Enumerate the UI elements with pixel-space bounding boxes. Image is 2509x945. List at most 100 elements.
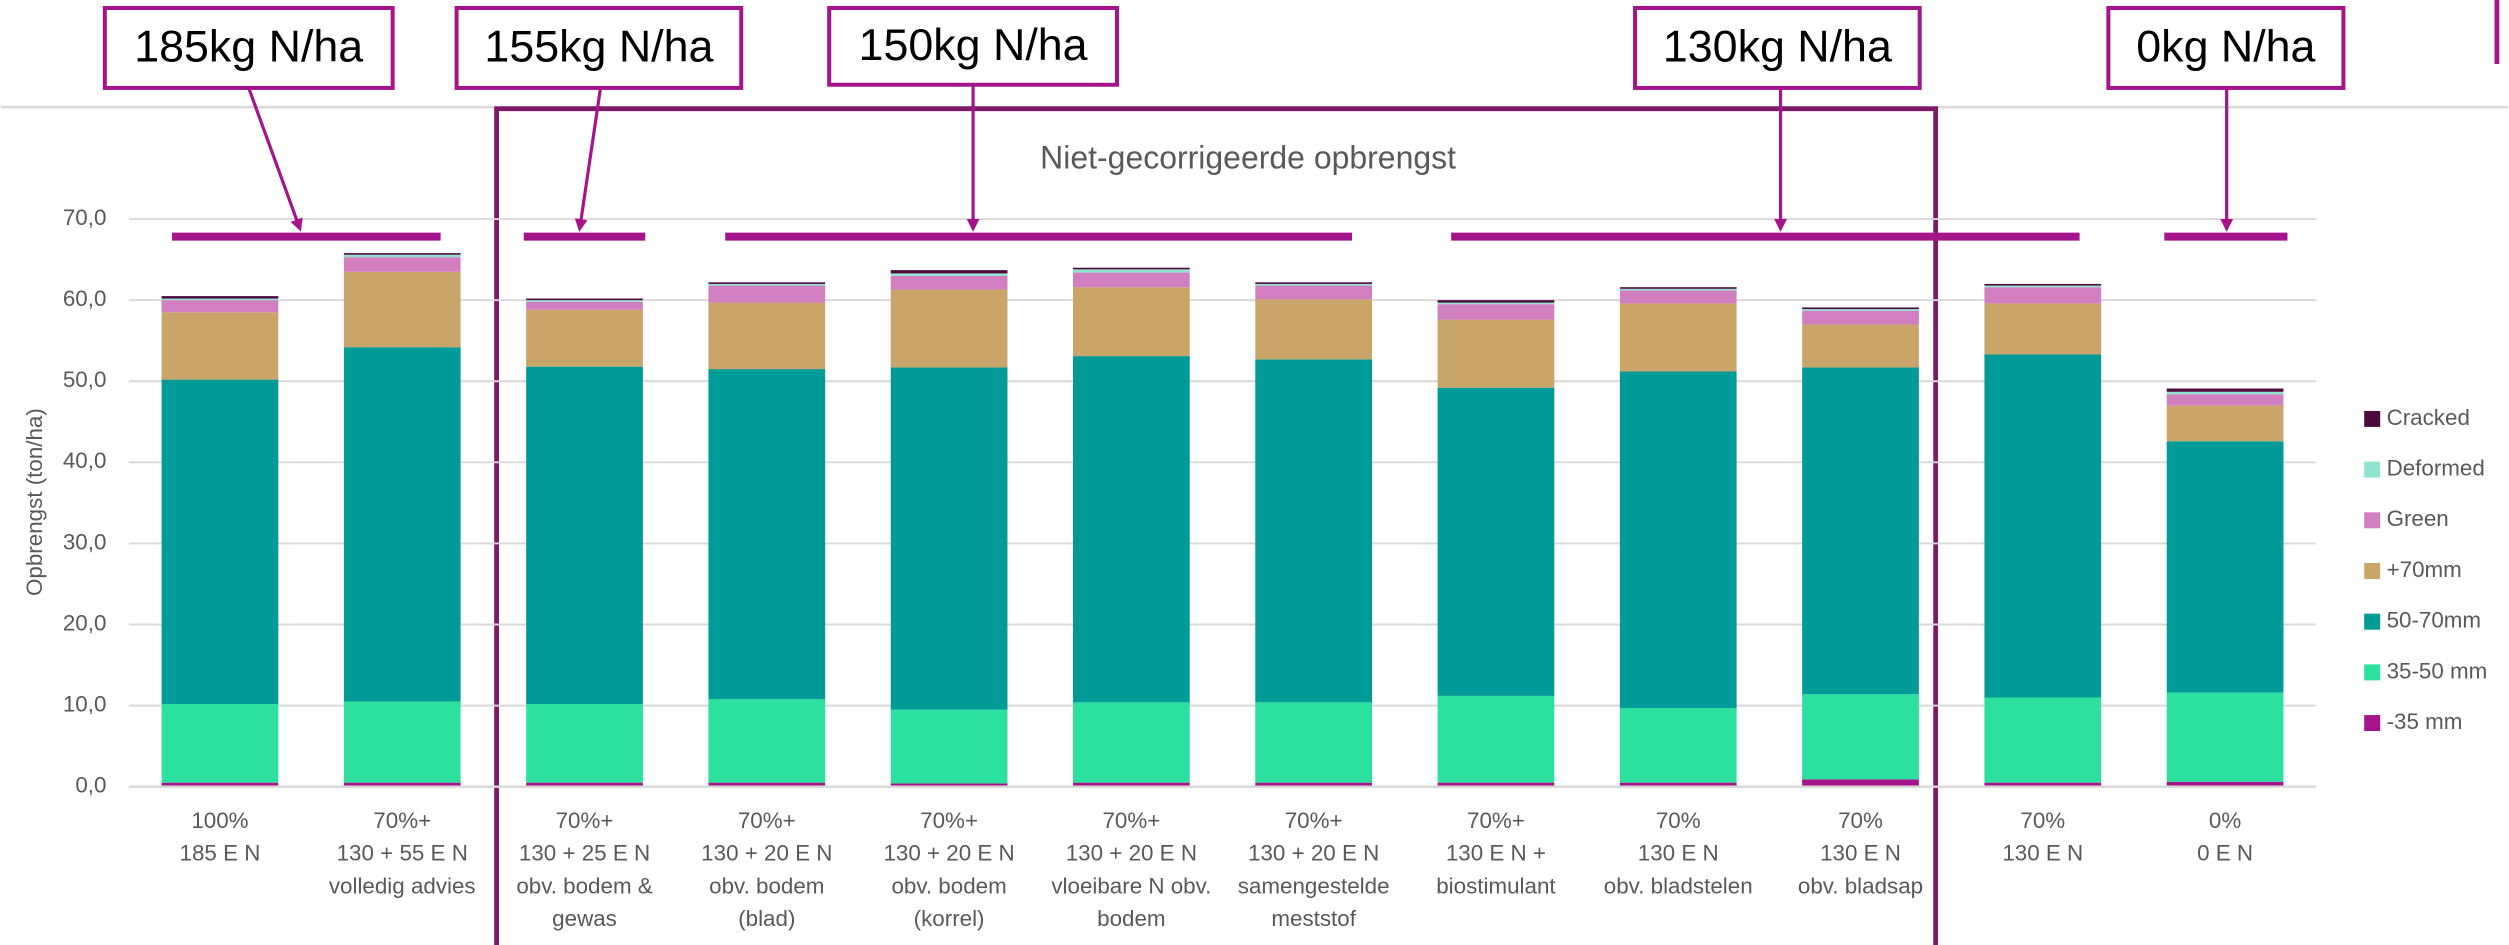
legend-swatch [2364, 715, 2381, 732]
bar-segment [2166, 781, 2284, 787]
y-tick-label: 20,0 [63, 610, 107, 635]
bar-segment [708, 302, 826, 370]
bar-segment [708, 283, 826, 286]
bar-segment [161, 298, 279, 301]
bar-segment [343, 347, 461, 702]
x-tick-label: obv. bodem & [516, 873, 652, 898]
bar-segment [1073, 272, 1190, 288]
x-tick-label: 70%+ [373, 808, 431, 833]
x-tick-label: biostimulant [1436, 873, 1556, 898]
bar-segment [1984, 354, 2102, 698]
bar-segment [1802, 309, 1919, 311]
bar-segment [1255, 283, 1373, 286]
x-tick-label: 70% [1838, 808, 1883, 833]
x-tick-label: 70%+ [1102, 808, 1160, 833]
bar-segment [1255, 359, 1373, 703]
bar-segment [1437, 319, 1555, 388]
bar-segment [1984, 283, 2102, 286]
x-tick-label: obv. bodem [709, 873, 824, 898]
bar-segment [1984, 782, 2102, 787]
group-box [494, 106, 1939, 945]
x-tick-label: 70%+ [738, 808, 796, 833]
y-tick-label: 50,0 [63, 367, 107, 392]
bar-segment [1802, 779, 1919, 787]
x-tick-label: 130 E N [2002, 841, 2083, 866]
bar-segment [2166, 391, 2284, 395]
bar-segment [526, 300, 643, 302]
bar-segment [161, 782, 279, 787]
legend-swatch [2364, 512, 2381, 529]
bar-segment [1802, 324, 1919, 368]
y-tick-label: 0,0 [75, 773, 106, 798]
annotation-label: 155kg N/ha [484, 21, 713, 71]
bar-segment [161, 703, 279, 783]
bar-segment [890, 709, 1008, 784]
annotation-box [102, 5, 395, 90]
x-tick-label: volledig advies [329, 873, 476, 898]
bar-segment [526, 301, 643, 310]
x-tick-label: obv. bladstelen [1604, 873, 1753, 898]
bar-segment [890, 289, 1008, 368]
bar-segment [1619, 303, 1737, 372]
bar-segment [1984, 697, 2102, 783]
bar-segment [1437, 695, 1555, 783]
bar-segment [1802, 367, 1919, 695]
x-tick-label: (korrel) [914, 906, 985, 931]
legend-swatch [2364, 613, 2381, 630]
bar-segment [1255, 285, 1373, 300]
legend-swatch [2364, 563, 2381, 579]
bar-segment [343, 701, 461, 783]
bar-segment [1255, 299, 1373, 360]
x-tick-label: (blad) [738, 906, 795, 931]
x-tick-label: 70%+ [556, 808, 614, 833]
legend-label: 35-50 mm [2387, 658, 2488, 683]
bar-segment [526, 309, 643, 367]
x-tick-label: 130 + 25 E N [519, 841, 650, 866]
bar-segment [890, 367, 1008, 710]
arrow [247, 87, 303, 232]
annotation-label: 130kg N/ha [1663, 21, 1892, 71]
bar-segment [1984, 285, 2102, 288]
x-tick-label: 130 + 20 E N [1066, 841, 1197, 866]
bar-segment [1437, 302, 1555, 305]
x-tick-label: 130 E N [1820, 841, 1901, 866]
bar-segment [1437, 387, 1555, 696]
x-tick-label: samengestelde [1238, 873, 1390, 898]
bar-segment [1073, 782, 1190, 787]
bar-segment [708, 782, 826, 787]
x-tick-label: bodem [1097, 906, 1165, 931]
bar-segment [1802, 307, 1919, 310]
legend-label: Green [2387, 506, 2449, 531]
bar-segment [1073, 702, 1190, 783]
bar-segment [1255, 282, 1373, 284]
annotation-box [2106, 5, 2346, 90]
bar-segment [1619, 708, 1737, 783]
bar-segment [890, 275, 1008, 290]
bar-segment [708, 282, 826, 284]
bar-segment [1619, 782, 1737, 787]
annotation-label: 0kg N/ha [2136, 21, 2315, 71]
legend-swatch [2364, 410, 2381, 427]
bar-segment [526, 782, 643, 787]
bar-segment [890, 273, 1008, 276]
x-tick-label: 130 E N + [1446, 841, 1546, 866]
x-tick-label: meststof [1271, 906, 1356, 931]
bar-segment [1437, 300, 1555, 303]
bar-segment [526, 298, 643, 301]
bar-segment [890, 270, 1008, 274]
bar-segment [1437, 782, 1555, 787]
x-tick-label: 130 E N [1638, 841, 1719, 866]
bar-segment [890, 783, 1008, 787]
bar-segment [526, 703, 643, 783]
bar-segment [526, 366, 643, 704]
annotation-box [1633, 5, 1922, 90]
bar-segment [1619, 288, 1737, 291]
x-tick-label: 185 E N [180, 841, 261, 866]
annotation-label: 185kg N/ha [134, 21, 363, 71]
bar-segment [708, 285, 826, 303]
bar-segment [1437, 304, 1555, 320]
y-tick-label: 10,0 [63, 692, 107, 717]
bar-segment [1619, 287, 1737, 289]
x-tick-label: 100% [191, 808, 248, 833]
